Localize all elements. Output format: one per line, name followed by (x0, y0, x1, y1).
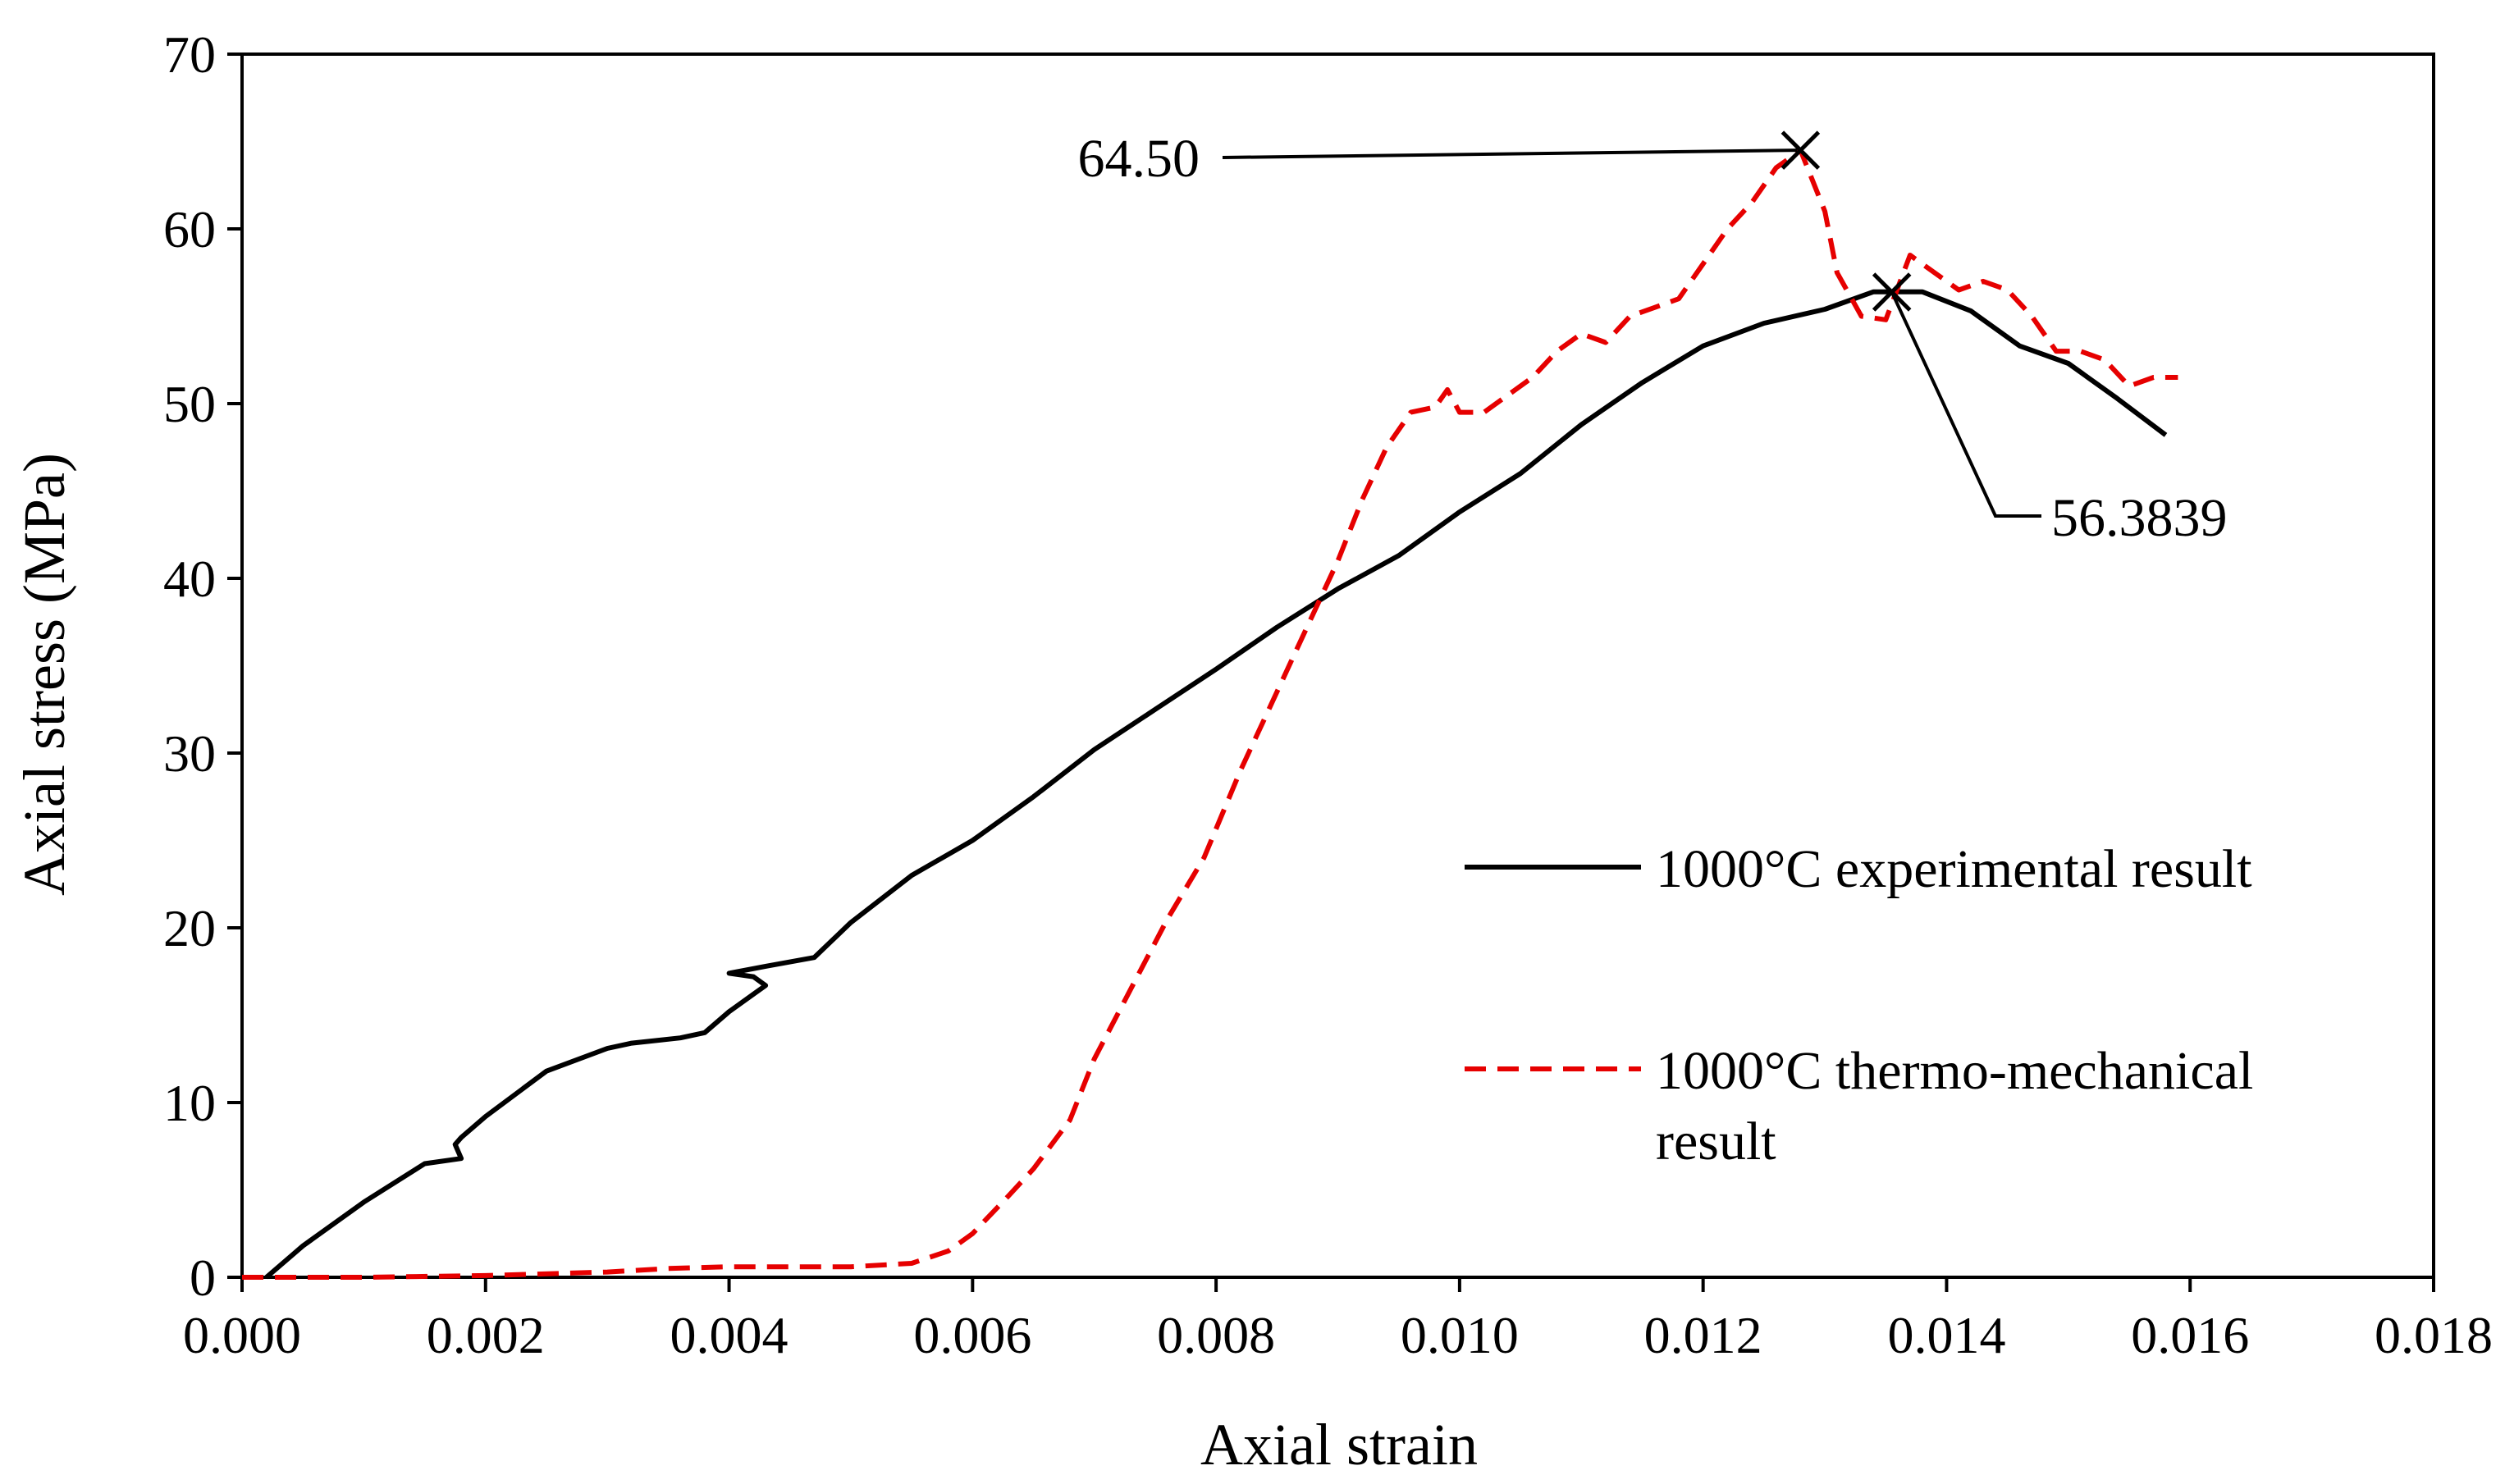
plot-frame-group (240, 53, 2435, 1279)
series-group (242, 148, 2178, 1280)
y-axis-title: Axial stress (MPa) (11, 453, 77, 896)
x-tick-label: 0.006 (913, 1306, 1031, 1364)
y-tick-label: 20 (163, 899, 216, 957)
annotation-peak-experimental: 56.3839 (2051, 488, 2228, 548)
annotation-peak-thermo-mechanical: 64.50 (1078, 129, 1200, 189)
series-line-thermo-mechanical (242, 148, 2178, 1280)
x-tick-label: 0.010 (1401, 1306, 1519, 1364)
plot-frame (240, 53, 2435, 1279)
y-tick-label: 10 (163, 1074, 216, 1132)
y-tick-label: 0 (190, 1249, 216, 1307)
x-tick-label: 0.002 (427, 1306, 545, 1364)
x-tick-label: 0.014 (1887, 1306, 2005, 1364)
legend-label-experimental: 1000°C experimental result (1656, 839, 2252, 899)
y-tick-label: 60 (163, 200, 216, 258)
y-tick-label: 40 (163, 550, 216, 608)
legend-label-thermo-mechanical: 1000°C thermo-mechanical result (1656, 1041, 2253, 1171)
leader-line-56-3839 (1890, 291, 2041, 518)
peak-marker-thermo-mechanical (1780, 130, 1821, 170)
series-line-experimental (264, 289, 2168, 1280)
x-tick-label: 0.012 (1644, 1306, 1762, 1364)
x-tick-label: 0.016 (2131, 1306, 2249, 1364)
y-tick-label: 30 (163, 724, 216, 783)
x-tick-label: 0.004 (670, 1306, 789, 1364)
legend-group: 1000°C experimental result 1000°C thermo-… (1465, 839, 2253, 1171)
ticks-group: 0.000 0.002 0.004 0.006 0.008 0.010 0.012 0.014… (163, 25, 2493, 1364)
y-tick-label: 70 (163, 25, 216, 84)
x-tick-label: 0.018 (2375, 1306, 2493, 1364)
x-axis-title: Axial strain (1200, 1412, 1478, 1477)
x-tick-label: 0.000 (183, 1306, 301, 1364)
y-tick-label: 50 (163, 375, 216, 433)
annotations-group: 64.50 56.3839 (1078, 129, 2228, 548)
x-tick-label: 0.008 (1157, 1306, 1275, 1364)
leader-line-64-50 (1222, 148, 1798, 159)
